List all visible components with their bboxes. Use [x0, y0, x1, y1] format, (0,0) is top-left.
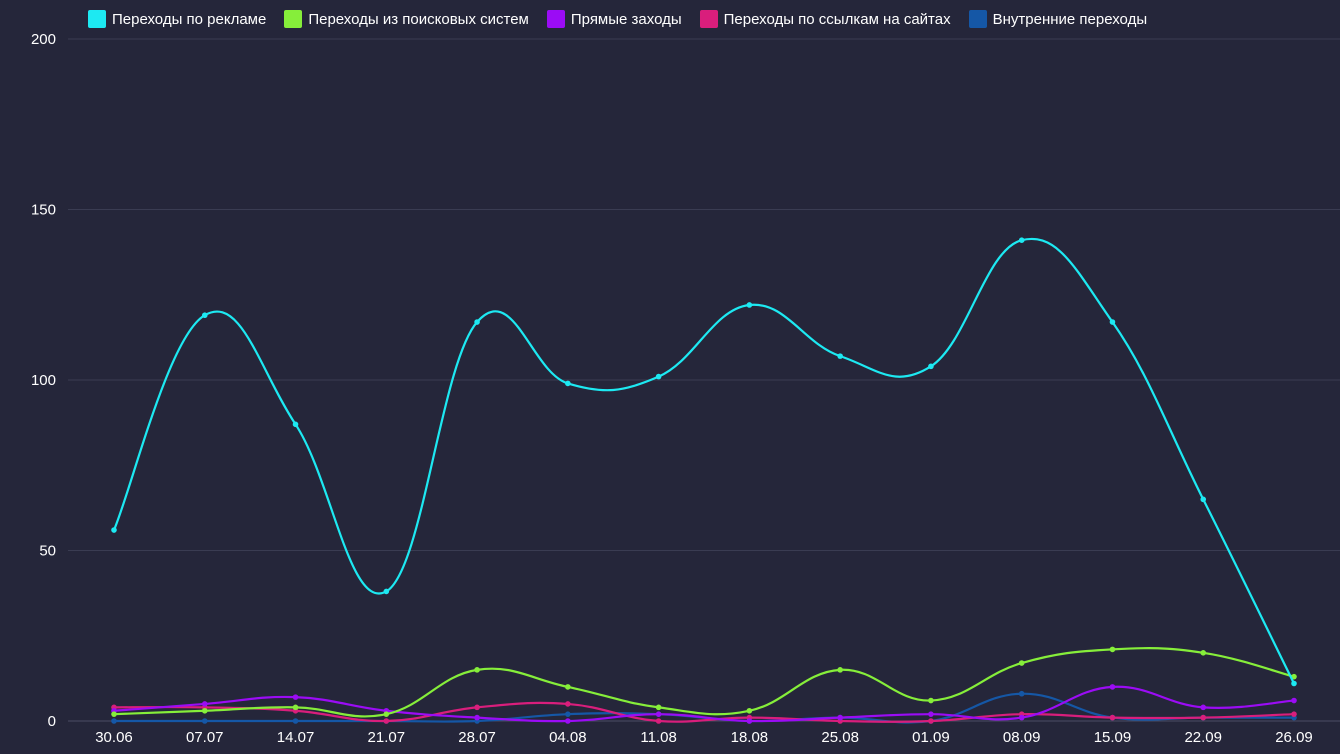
data-point[interactable] — [655, 704, 662, 711]
y-tick-label: 150 — [31, 202, 56, 219]
data-point[interactable] — [1291, 673, 1297, 680]
data-point[interactable] — [1291, 680, 1297, 687]
data-point[interactable] — [1200, 650, 1207, 656]
legend-label: Переходы по рекламе — [112, 10, 267, 28]
data-point[interactable] — [201, 312, 208, 319]
data-point[interactable] — [928, 363, 934, 370]
series-line-2 — [112, 685, 1296, 723]
data-point[interactable] — [565, 684, 571, 690]
data-point[interactable] — [1109, 646, 1116, 653]
data-point[interactable] — [1291, 711, 1297, 717]
data-point[interactable] — [292, 694, 299, 700]
data-point[interactable] — [1018, 690, 1025, 697]
y-tick-label: 200 — [31, 31, 56, 48]
legend-label: Прямые заходы — [570, 10, 682, 28]
data-point[interactable] — [1200, 704, 1207, 711]
data-point[interactable] — [565, 701, 571, 707]
data-point[interactable] — [746, 718, 753, 724]
x-tick-label: 18.08 — [731, 729, 769, 746]
data-point[interactable] — [837, 667, 843, 673]
data-point[interactable] — [474, 667, 480, 673]
x-tick-label: 22.09 — [1184, 729, 1222, 746]
series-line-3 — [112, 701, 1296, 723]
data-point[interactable] — [292, 421, 299, 428]
data-point[interactable] — [746, 302, 753, 308]
data-point[interactable] — [928, 718, 934, 724]
data-point[interactable] — [474, 704, 480, 711]
x-tick-label: 26.09 — [1275, 729, 1313, 746]
data-point[interactable] — [1291, 697, 1297, 704]
y-tick-label: 0 — [48, 713, 56, 730]
data-point[interactable] — [201, 707, 208, 714]
data-point[interactable] — [565, 711, 571, 717]
data-point[interactable] — [928, 697, 934, 704]
data-point[interactable] — [1200, 714, 1207, 721]
data-point[interactable] — [474, 319, 480, 325]
legend-item-0[interactable]: Переходы по рекламе — [88, 10, 266, 28]
data-point[interactable] — [292, 704, 299, 711]
data-point[interactable] — [474, 714, 480, 721]
x-tick-label: 04.08 — [549, 729, 587, 746]
legend-item-4[interactable]: Внутренние переходы — [968, 10, 1148, 28]
legend-swatch — [699, 10, 718, 28]
data-point[interactable] — [292, 718, 299, 724]
x-tick-label: 25.08 — [821, 729, 859, 746]
x-tick-label: 30.06 — [95, 729, 133, 746]
legend-swatch — [968, 10, 987, 28]
data-point[interactable] — [837, 353, 843, 359]
data-point[interactable] — [1018, 714, 1025, 721]
data-point[interactable] — [1018, 660, 1025, 666]
y-tick-label: 100 — [31, 372, 56, 389]
data-point[interactable] — [655, 373, 662, 380]
x-tick-label: 21.07 — [368, 729, 406, 746]
data-point[interactable] — [1109, 319, 1116, 325]
data-point[interactable] — [1200, 496, 1207, 503]
data-point[interactable] — [383, 711, 390, 717]
legend-item-3[interactable]: Переходы по ссылкам на сайтах — [699, 10, 951, 28]
data-point[interactable] — [655, 711, 662, 717]
series-line-0 — [112, 237, 1296, 685]
data-point[interactable] — [111, 718, 117, 724]
legend-item-2[interactable]: Прямые заходы — [546, 10, 682, 28]
data-point[interactable] — [1018, 237, 1025, 243]
data-point[interactable] — [837, 714, 843, 721]
series-line-1 — [112, 647, 1296, 718]
chart-legend: Переходы по рекламе Переходы из поисковых… — [88, 8, 1320, 30]
data-point[interactable] — [655, 718, 662, 724]
legend-item-1[interactable]: Переходы из поисковых систем — [284, 10, 529, 28]
legend-swatch — [546, 10, 565, 28]
data-point[interactable] — [565, 718, 571, 724]
data-point[interactable] — [383, 718, 390, 724]
x-tick-label: 08.09 — [1003, 729, 1041, 746]
x-tick-label: 14.07 — [277, 729, 315, 746]
x-tick-label: 15.09 — [1094, 729, 1132, 746]
data-point[interactable] — [565, 380, 571, 387]
legend-label: Внутренние переходы — [992, 10, 1148, 28]
data-point[interactable] — [1109, 714, 1116, 721]
legend-swatch — [88, 10, 106, 28]
data-point[interactable] — [928, 711, 934, 717]
legend-swatch — [284, 10, 303, 28]
data-point[interactable] — [1109, 684, 1116, 690]
data-point[interactable] — [746, 707, 753, 714]
data-point[interactable] — [201, 701, 208, 707]
data-point[interactable] — [111, 711, 117, 717]
legend-label: Переходы по ссылкам на сайтах — [723, 10, 951, 28]
legend-label: Переходы из поисковых систем — [308, 10, 529, 28]
y-tick-label: 50 — [39, 543, 56, 560]
data-point[interactable] — [111, 527, 117, 533]
x-tick-label: 01.09 — [912, 729, 950, 746]
data-point[interactable] — [201, 718, 208, 724]
data-point[interactable] — [383, 588, 390, 595]
x-tick-label: 07.07 — [186, 729, 224, 746]
x-tick-label: 11.08 — [640, 729, 676, 746]
x-tick-label: 28.07 — [458, 729, 496, 746]
